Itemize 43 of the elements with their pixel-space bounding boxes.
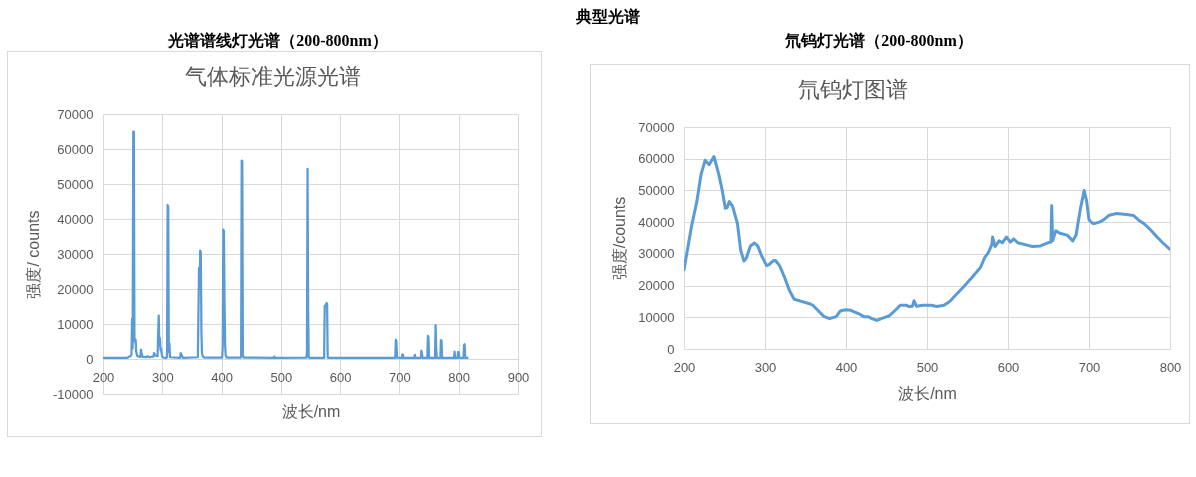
y-tick-label: 40000	[57, 211, 94, 227]
x-tick-label: 300	[754, 359, 777, 375]
x-tick-label: 700	[389, 369, 411, 385]
x-tick-label: 700	[1078, 359, 1101, 375]
y-tick-label: 60000	[638, 151, 675, 167]
x-tick-label: 500	[916, 359, 939, 375]
y-axis-title: 强度/ counts	[24, 210, 42, 299]
x-tick-label: 800	[1159, 359, 1182, 375]
x-tick-label: 500	[270, 369, 293, 385]
y-tick-label: 40000	[638, 214, 675, 230]
x-axis-title: 波长/nm	[898, 384, 957, 402]
line-series	[684, 154, 1170, 322]
y-tick-label: 10000	[638, 309, 675, 325]
y-tick-label: 30000	[57, 246, 94, 262]
y-tick-label: 20000	[57, 281, 94, 297]
y-tick-label: 70000	[638, 119, 675, 135]
x-tick-label: 600	[997, 359, 1020, 375]
text: 典型光谱	[576, 8, 640, 26]
x-tick-label: 300	[151, 369, 174, 385]
chart-subtitle: 气体标准光源光谱	[184, 64, 361, 89]
x-tick-label: 900	[507, 369, 530, 385]
y-tick-label: 70000	[57, 106, 94, 122]
x-axis-title: 波长/nm	[281, 402, 341, 420]
chart-subtitle: 氘钨灯图谱	[798, 77, 908, 102]
x-tick-label: 200	[673, 359, 696, 375]
y-axis-title: 强度/counts	[610, 196, 628, 281]
x-tick-label: 200	[92, 369, 115, 385]
chart-title: 氘钨灯光谱（200-800nm）	[785, 32, 973, 50]
y-tick-label: -10000	[53, 386, 94, 402]
y-tick-label: 30000	[638, 246, 675, 262]
y-tick-label: 50000	[638, 182, 675, 198]
x-tick-label: 400	[835, 359, 858, 375]
line-series	[103, 130, 469, 360]
x-tick-label: 400	[211, 369, 233, 385]
y-tick-label: 0	[667, 341, 675, 357]
chart-title: 光谱谱线灯光谱（200-800nm）	[168, 32, 388, 50]
y-tick-label: 20000	[638, 278, 675, 294]
x-tick-label: 600	[329, 369, 352, 385]
y-tick-label: 0	[86, 351, 94, 367]
y-tick-label: 10000	[57, 316, 94, 332]
y-tick-label: 50000	[57, 176, 94, 192]
x-tick-label: 800	[448, 369, 471, 385]
y-tick-label: 60000	[57, 141, 94, 157]
